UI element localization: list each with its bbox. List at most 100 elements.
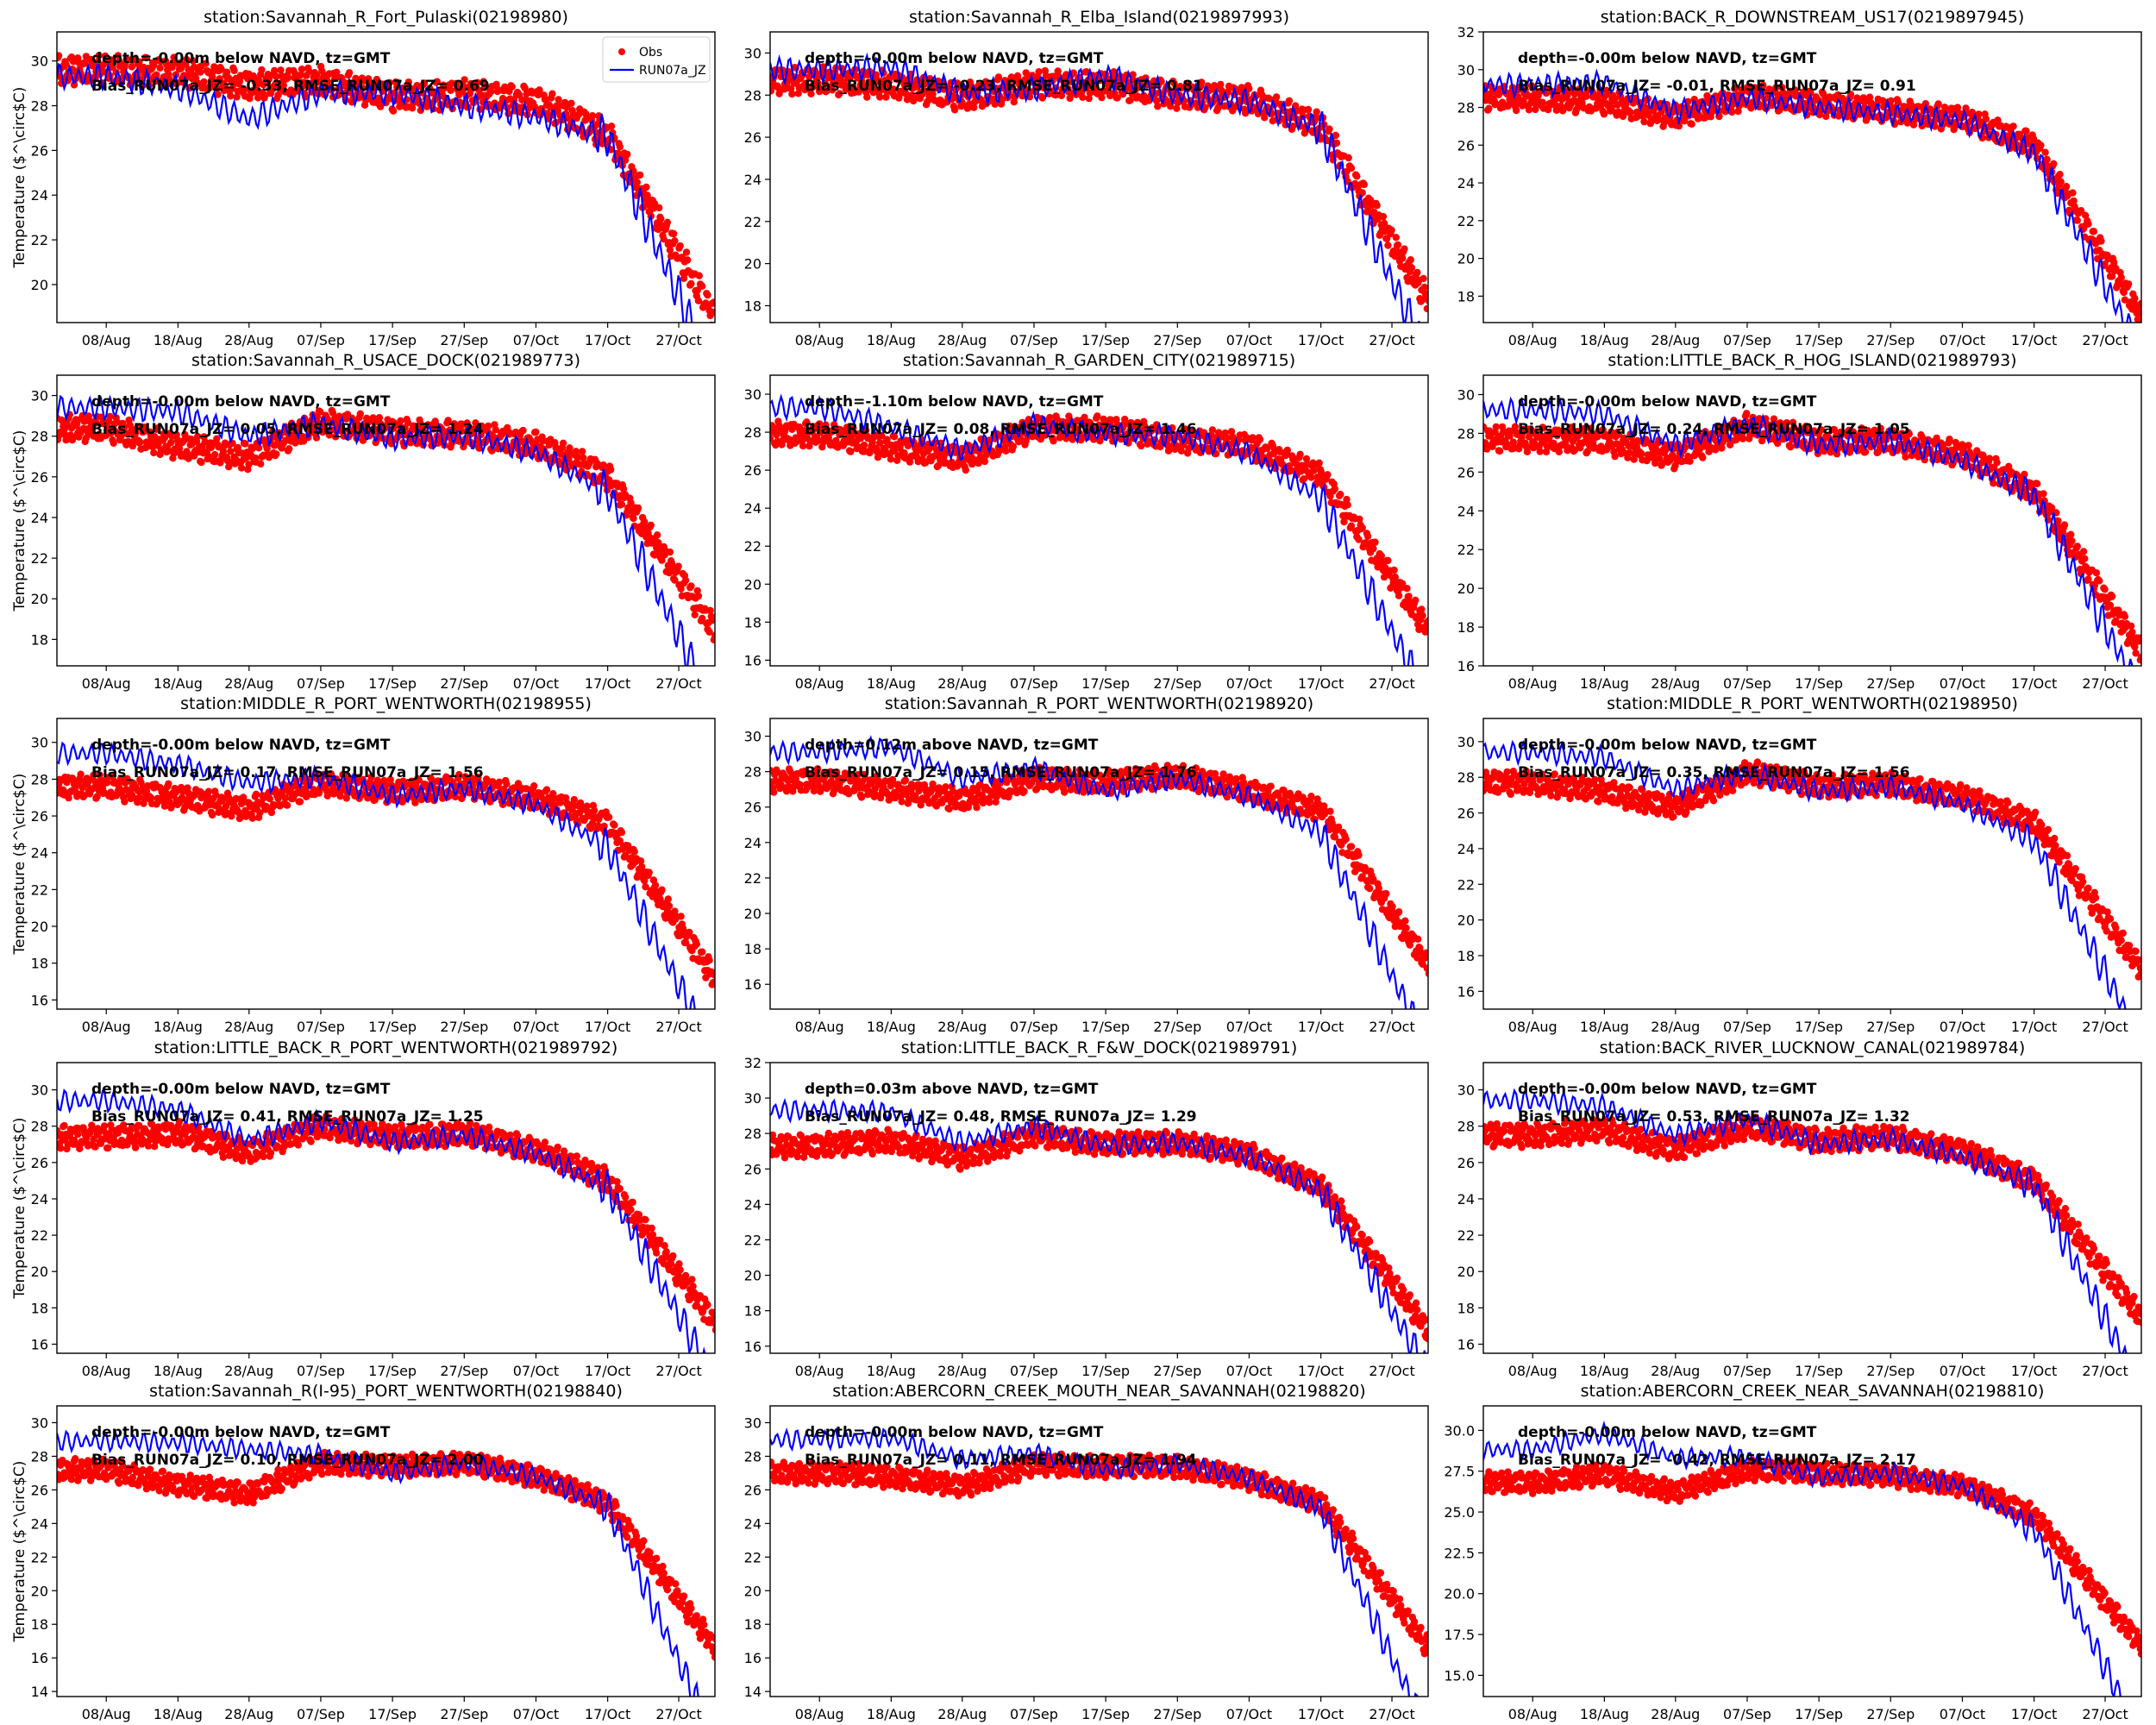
obs-point xyxy=(870,84,878,92)
x-tick-label: 17/Sep xyxy=(1795,332,1843,348)
obs-point xyxy=(1419,612,1426,619)
obs-point xyxy=(1418,605,1426,613)
x-tick-label: 17/Sep xyxy=(1081,332,1130,348)
obs-point xyxy=(447,86,454,95)
axes-frame xyxy=(56,31,716,323)
obs-point xyxy=(1054,67,1062,75)
obs-point xyxy=(375,414,384,422)
y-tick-label: 30 xyxy=(744,386,761,403)
obs-point xyxy=(2121,612,2129,620)
obs-point xyxy=(227,448,235,455)
obs-point xyxy=(671,576,679,584)
y-tick-label: 30 xyxy=(31,388,48,405)
obs-point xyxy=(283,801,291,809)
obs-point xyxy=(693,286,701,294)
y-tick-label: 30 xyxy=(1457,386,1475,403)
obs-point xyxy=(129,56,138,64)
obs-point xyxy=(2135,634,2141,642)
obs-point xyxy=(641,518,649,526)
obs-point xyxy=(165,447,172,455)
obs-point xyxy=(248,814,256,822)
depth-annotation: depth=-0.00m below NAVD, tz=GMT xyxy=(91,393,391,411)
x-tick-label: 07/Oct xyxy=(1940,675,1985,692)
x-tick-label: 28/Aug xyxy=(937,675,987,692)
obs-point xyxy=(211,450,219,459)
obs-point xyxy=(2073,543,2081,550)
obs-point xyxy=(62,436,70,444)
obs-point xyxy=(1413,268,1421,277)
obs-point xyxy=(329,409,337,417)
obs-point xyxy=(1252,457,1261,465)
model-series-line xyxy=(770,393,1414,666)
x-tick-label: 07/Sep xyxy=(1010,675,1058,692)
x-tick-label: 27/Sep xyxy=(440,332,488,348)
obs-point xyxy=(847,448,855,455)
obs-point xyxy=(194,79,202,87)
obs-point xyxy=(1603,90,1612,98)
obs-point xyxy=(213,85,221,93)
obs-point xyxy=(1227,428,1236,436)
y-tick-label: 24 xyxy=(744,172,761,188)
y-axis-label: Temperature ($^\circ$C) xyxy=(11,430,28,612)
obs-point xyxy=(1285,97,1294,105)
chart-panel: station:BACK_R_DOWNSTREAM_US17(021989794… xyxy=(1457,8,2142,348)
obs-point xyxy=(566,444,573,452)
x-tick-label: 18/Aug xyxy=(154,332,203,348)
y-tick-label: 18 xyxy=(744,298,761,314)
obs-point xyxy=(1570,90,1579,98)
obs-point xyxy=(1229,433,1237,441)
x-tick-label: 18/Aug xyxy=(867,675,916,692)
obs-point xyxy=(671,237,679,245)
x-tick-label: 17/Oct xyxy=(2011,675,2057,692)
x-tick-label: 28/Aug xyxy=(1651,332,1700,348)
obs-point xyxy=(1366,196,1375,204)
obs-point xyxy=(813,436,822,445)
x-tick-label: 17/Sep xyxy=(368,332,417,348)
obs-point xyxy=(1360,180,1369,189)
plot-area xyxy=(1483,68,2141,323)
obs-point xyxy=(365,75,373,83)
obs-point xyxy=(110,439,117,447)
obs-point xyxy=(1746,431,1754,439)
obs-point xyxy=(1994,116,2002,124)
obs-point xyxy=(1079,93,1087,102)
obs-point xyxy=(1975,110,1983,118)
obs-point xyxy=(2056,171,2064,179)
obs-point xyxy=(1770,415,1778,423)
obs-point xyxy=(160,802,169,810)
plot-area xyxy=(1483,396,2141,666)
x-tick-label: 07/Sep xyxy=(1010,332,1058,348)
obs-point xyxy=(681,576,690,584)
obs-point xyxy=(1267,458,1275,466)
obs-point xyxy=(1053,416,1062,423)
obs-point xyxy=(2022,127,2030,135)
obs-point xyxy=(1035,68,1043,76)
chart-panel: station:MIDDLE_R_PORT_WENTWORTH(02198955… xyxy=(11,694,716,1035)
x-tick-label: 27/Sep xyxy=(1153,675,1201,692)
obs-point xyxy=(2081,555,2089,562)
obs-point xyxy=(836,90,843,97)
x-tick-label: 17/Oct xyxy=(585,332,630,348)
obs-point xyxy=(191,791,199,799)
axes-frame xyxy=(1482,374,2142,667)
chart-panel: station:Savannah_R_GARDEN_CITY(021989715… xyxy=(744,351,1429,692)
chart-panel: station:Savannah_R_USACE_DOCK(021989773)… xyxy=(11,351,716,692)
obs-point xyxy=(110,58,117,66)
x-tick-label: 27/Oct xyxy=(1369,332,1414,348)
obs-point xyxy=(209,72,216,81)
y-tick-label: 20 xyxy=(744,256,761,273)
obs-point xyxy=(135,794,143,801)
obs-point xyxy=(411,423,419,430)
obs-point xyxy=(1042,72,1050,80)
obs-point xyxy=(1121,415,1129,423)
obs-point xyxy=(1539,98,1546,106)
obs-point xyxy=(829,426,837,434)
obs-point xyxy=(1728,108,1736,116)
obs-point xyxy=(770,424,778,433)
obs-point xyxy=(854,442,862,451)
x-tick-label: 07/Oct xyxy=(1226,675,1272,692)
obs-point xyxy=(1771,84,1780,92)
obs-point xyxy=(241,440,249,448)
y-tick-label: 20 xyxy=(31,591,48,607)
panel-title: station:Savannah_R_Fort_Pulaski(02198980… xyxy=(204,8,568,27)
